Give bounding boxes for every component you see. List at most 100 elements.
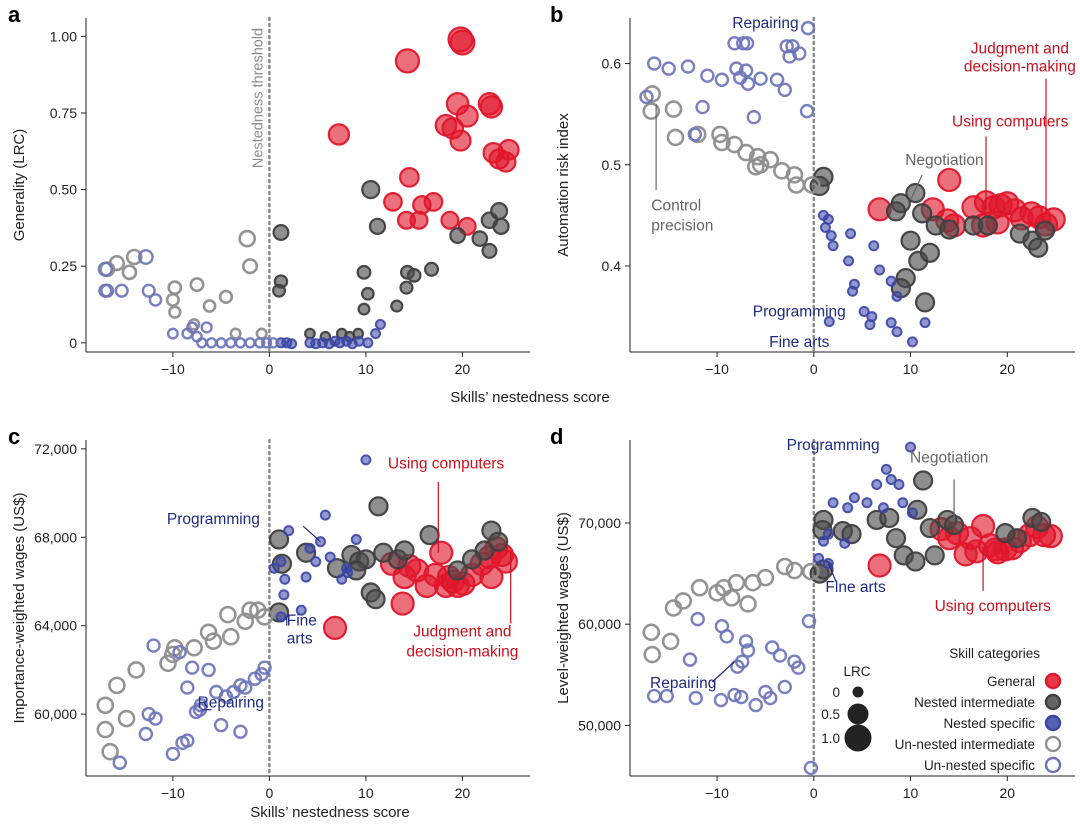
data-point-nested-intermediate xyxy=(361,179,381,200)
data-point-unnested-intermediate xyxy=(642,623,661,642)
data-point-nested-specific xyxy=(295,604,307,616)
data-point-unnested-specific xyxy=(233,724,248,739)
panel-b: b −10 0 10 20 0.4 0.5 0.6 Automation risk index R… xyxy=(550,2,1076,377)
data-point-unnested-specific xyxy=(166,327,179,340)
data-point-unnested-specific xyxy=(137,249,154,265)
data-point-nested-specific xyxy=(905,441,917,453)
y-tick-label: 72,000 xyxy=(34,441,77,457)
data-point-nested-intermediate xyxy=(356,264,372,280)
data-point-nested-specific xyxy=(839,537,851,549)
data-point-nested-specific xyxy=(848,492,860,504)
data-point-unnested-intermediate xyxy=(713,133,731,152)
data-point-nested-intermediate xyxy=(924,545,945,566)
data-point-unnested-intermediate xyxy=(127,661,145,679)
data-point-unnested-intermediate xyxy=(164,645,182,664)
data-point-unnested-intermediate xyxy=(711,125,729,144)
data-point-nested-intermediate xyxy=(488,531,509,552)
data-point-general xyxy=(322,615,348,640)
data-point-unnested-specific xyxy=(738,63,754,78)
data-point-unnested-specific xyxy=(803,760,819,776)
y-tick-label: 0.25 xyxy=(50,258,77,274)
data-point-unnested-specific xyxy=(753,71,768,86)
data-point-unnested-intermediate xyxy=(690,578,709,597)
x-tick-label: 20 xyxy=(999,361,1015,377)
data-point-unnested-specific xyxy=(114,283,129,298)
data-point-nested-specific xyxy=(847,285,858,297)
data-point-unnested-specific xyxy=(695,99,710,115)
data-point-unnested-specific xyxy=(97,261,113,277)
data-point-nested-intermediate xyxy=(449,227,467,244)
x-tick-label: 10 xyxy=(903,785,919,801)
data-point-unnested-specific xyxy=(100,283,115,298)
data-point-nested-intermediate xyxy=(492,217,510,236)
points-layer xyxy=(642,441,1063,776)
data-point-nested-intermediate xyxy=(1028,237,1049,258)
data-point-general xyxy=(440,210,460,230)
data-point-nested-intermediate xyxy=(272,224,290,241)
data-point-unnested-specific xyxy=(734,689,749,705)
data-point-unnested-specific xyxy=(792,46,807,61)
data-point-nested-specific xyxy=(845,228,857,240)
data-point-nested-intermediate xyxy=(490,202,509,221)
data-point-unnested-specific xyxy=(646,688,662,704)
x-axis-title-bottom: Skills’ nestedness score xyxy=(250,804,410,821)
data-point-nested-specific xyxy=(286,338,298,350)
annotation-leader xyxy=(827,563,838,584)
data-point-unnested-intermediate xyxy=(746,157,765,176)
x-tick-label: −10 xyxy=(705,785,729,801)
y-tick-label: 0.5 xyxy=(602,157,622,173)
data-point-nested-specific xyxy=(370,328,382,340)
data-point-nested-specific xyxy=(813,552,825,564)
y-tick-label: 70,000 xyxy=(578,515,621,531)
x-tick-label: −10 xyxy=(161,785,185,801)
data-point-nested-intermediate xyxy=(406,268,422,283)
data-point-general xyxy=(449,29,476,56)
x-tick-label: 0 xyxy=(810,361,818,377)
data-point-nested-specific xyxy=(350,533,362,545)
data-point-nested-specific xyxy=(362,337,374,349)
annotation-label: Programming xyxy=(753,304,846,321)
data-point-unnested-intermediate xyxy=(108,676,126,695)
data-point-unnested-intermediate xyxy=(241,601,259,620)
data-point-nested-intermediate xyxy=(360,286,375,301)
data-point-nested-specific xyxy=(300,571,312,583)
data-point-unnested-intermediate xyxy=(96,696,115,715)
data-point-nested-intermediate xyxy=(912,203,933,224)
data-point-nested-specific xyxy=(827,497,839,509)
data-point-unnested-intermediate xyxy=(803,176,821,194)
data-point-unnested-specific xyxy=(746,109,762,125)
data-point-unnested-intermediate xyxy=(218,289,234,304)
annotation-label: Fine arts xyxy=(769,334,830,351)
data-point-general xyxy=(399,166,420,188)
data-point-unnested-specific xyxy=(682,652,698,667)
data-point-nested-specific xyxy=(283,525,295,537)
data-point-nested-intermediate xyxy=(399,280,414,295)
data-point-unnested-specific xyxy=(148,293,163,307)
data-point-unnested-intermediate xyxy=(775,557,794,576)
data-point-unnested-intermediate xyxy=(117,709,136,728)
panel-letter: d xyxy=(550,424,563,449)
annotation-label: Judgment and xyxy=(413,624,511,641)
data-point-nested-intermediate xyxy=(900,230,921,251)
data-point-nested-specific xyxy=(279,573,291,585)
points-layer xyxy=(639,20,1066,348)
data-point-unnested-intermediate xyxy=(664,100,683,118)
y-tick-label: 64,000 xyxy=(34,618,77,634)
data-point-nested-specific xyxy=(885,473,897,485)
annotation-label: Programming xyxy=(787,437,880,454)
data-point-nested-specific xyxy=(823,316,835,328)
data-point-general xyxy=(479,564,504,590)
y-axis-title: Automation risk index xyxy=(555,113,572,257)
data-point-unnested-specific xyxy=(687,127,703,142)
data-point-unnested-intermediate xyxy=(688,125,707,144)
data-point-unnested-specific xyxy=(205,337,218,349)
data-point-general xyxy=(455,104,479,128)
data-point-nested-intermediate xyxy=(939,219,960,240)
data-point-unnested-specific xyxy=(713,692,729,708)
data-point-nested-intermediate xyxy=(304,327,316,340)
data-point-nested-intermediate xyxy=(913,470,934,491)
data-point-unnested-specific xyxy=(148,711,163,726)
data-point-unnested-intermediate xyxy=(185,638,203,657)
data-point-unnested-specific xyxy=(201,662,216,678)
